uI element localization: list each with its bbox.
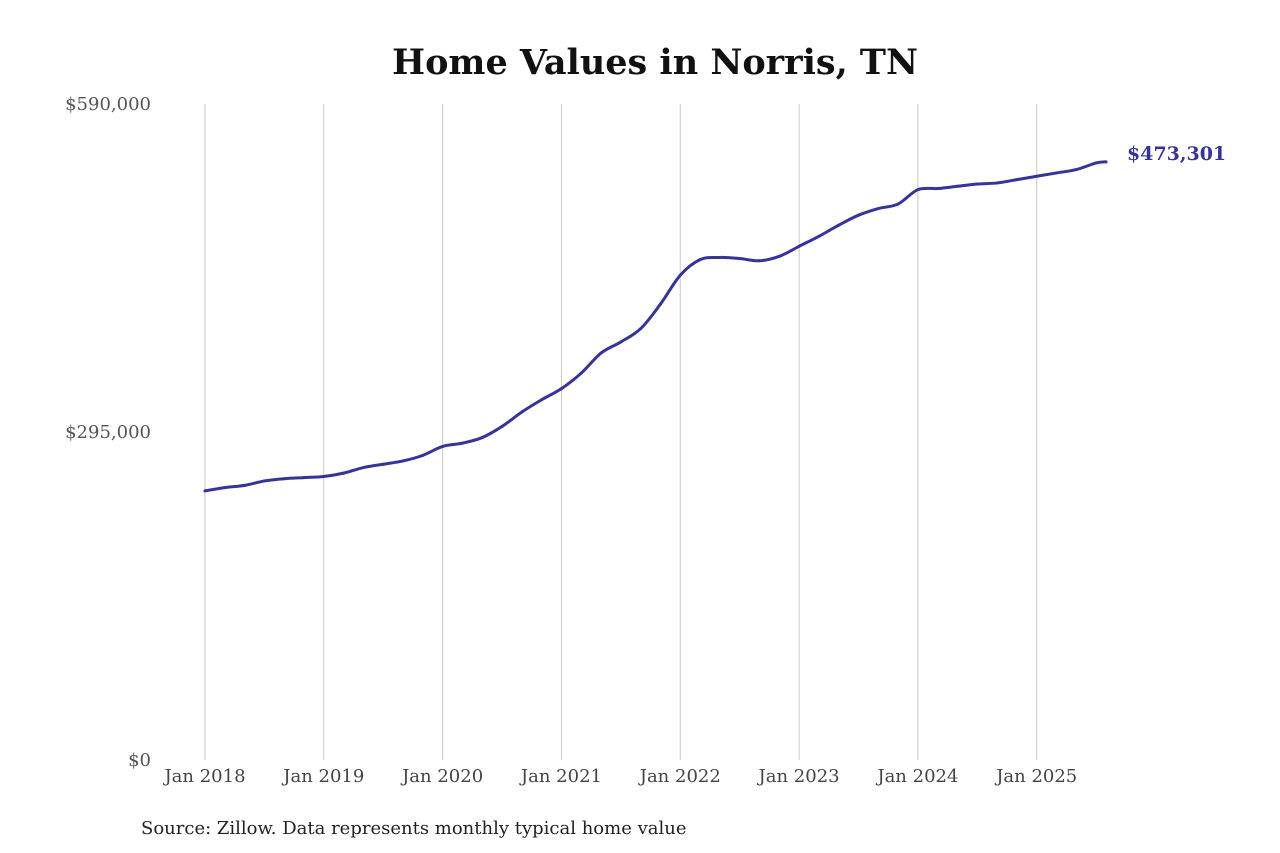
data-point <box>738 257 742 261</box>
chart-title: Home Values in Norris, TN <box>392 42 918 83</box>
data-point <box>777 254 781 258</box>
data-point <box>758 259 762 263</box>
x-tick-label: Jan 2024 <box>875 766 958 787</box>
data-point <box>559 387 563 391</box>
series-layer: $473,301 <box>203 143 1226 493</box>
x-tick-label: Jan 2018 <box>162 766 245 787</box>
data-point <box>896 202 900 206</box>
data-point <box>302 476 306 480</box>
data-point <box>698 258 702 262</box>
x-axis-ticks: Jan 2018 Jan 2019 Jan 2020 Jan 2021 Jan 2022… <box>162 766 1077 787</box>
data-point <box>223 486 227 490</box>
y-tick-label: $295,000 <box>65 422 151 443</box>
data-point <box>203 489 207 493</box>
x-tick-label: Jan 2023 <box>757 766 840 787</box>
data-point <box>876 207 880 211</box>
data-point <box>322 474 326 478</box>
data-point <box>401 459 405 463</box>
end-value-label: $473,301 <box>1127 143 1226 165</box>
data-point <box>1055 171 1059 175</box>
data-point <box>718 255 722 259</box>
data-point <box>1094 161 1098 165</box>
data-point <box>441 444 445 448</box>
data-point <box>381 462 385 466</box>
data-point <box>460 441 464 445</box>
y-tick-label: $590,000 <box>65 94 151 115</box>
data-point <box>916 188 920 192</box>
x-tick-label: Jan 2025 <box>994 766 1077 787</box>
y-axis-ticks: $0 $295,000 $590,000 <box>65 94 151 771</box>
y-tick-label: $0 <box>128 750 151 771</box>
series-line <box>203 160 1108 493</box>
data-point <box>243 483 247 487</box>
data-point <box>639 327 643 331</box>
data-point <box>817 234 821 238</box>
data-point <box>1074 168 1078 172</box>
data-point <box>658 302 662 306</box>
data-point <box>262 479 266 483</box>
data-point <box>540 398 544 402</box>
data-point <box>599 351 603 355</box>
data-point <box>579 371 583 375</box>
data-point <box>797 244 801 248</box>
data-point <box>678 273 682 277</box>
data-point <box>857 213 860 217</box>
data-point <box>421 453 425 457</box>
data-point <box>837 223 841 227</box>
x-tick-label: Jan 2019 <box>281 766 364 787</box>
data-point <box>282 477 286 481</box>
data-point <box>995 181 999 185</box>
data-point <box>1104 160 1108 164</box>
data-point <box>1015 178 1019 182</box>
grid-lines <box>204 104 1038 760</box>
data-point <box>975 182 979 186</box>
data-point <box>361 466 365 470</box>
x-tick-label: Jan 2022 <box>638 766 721 787</box>
data-point <box>342 471 346 475</box>
data-point <box>1035 174 1039 178</box>
x-tick-label: Jan 2021 <box>519 766 602 787</box>
data-point <box>619 340 623 344</box>
data-point <box>520 410 524 414</box>
data-point <box>500 424 504 428</box>
x-tick-label: Jan 2020 <box>400 766 483 787</box>
data-point <box>480 436 484 440</box>
data-point <box>936 187 940 190</box>
data-point <box>955 184 959 188</box>
source-note: Source: Zillow. Data represents monthly … <box>141 818 687 839</box>
